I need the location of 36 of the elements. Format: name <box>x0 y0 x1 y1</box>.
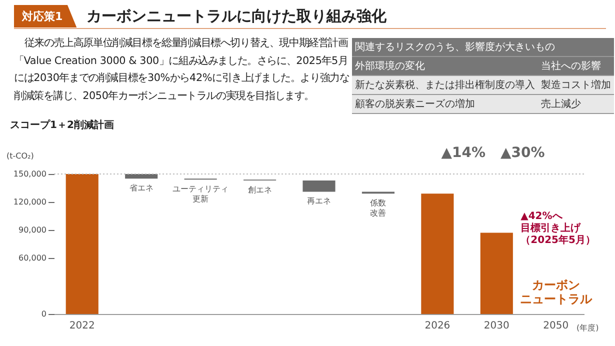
y-tick-label: 120,000 <box>13 198 46 206</box>
text: 当社への影響 <box>538 56 614 76</box>
x-tick-label: 省エネ <box>129 184 154 193</box>
y-axis-title: (t-CO₂) <box>6 152 34 160</box>
annotation: ▲30% <box>500 145 545 161</box>
text: 従来の売上高原単位削減目標を総量削減目標へ切り替え、現中期経営計画「Value Creation 3000 & 300」に組み込みました。さらに、2025年5月には2030年までの削減目標を30%から42%に引き上げました。より強力な削減策を講じ、2050年カーボンニュートラルの実現を目指します。 <box>14 36 350 104</box>
bar <box>421 194 454 314</box>
x-axis-title: (年度) <box>576 324 599 332</box>
annotation: ▲14% <box>441 145 486 161</box>
chart-title: カーボンニュートラルに向けた取り組み強化 <box>86 6 387 26</box>
x-tick-label: 2030 <box>484 320 510 332</box>
bar <box>480 232 513 314</box>
y-tick-label: 60,000 <box>18 254 46 262</box>
text: 関連するリスクのうち、影響度が大きいもの <box>352 38 614 56</box>
x-tick-label: ユーティリティ更新 <box>172 184 229 204</box>
text: 顧客の脱炭素ニーズの増加 <box>352 94 538 114</box>
x-tick-label: 2022 <box>69 320 95 332</box>
y-tick-label: 150,000 <box>13 170 46 178</box>
text: 製造コスト増加 <box>538 76 614 94</box>
x-tick-label: 係数改善 <box>370 198 386 218</box>
bar <box>302 180 336 192</box>
text: 新たな炭素税、または排出権制度の導入 <box>352 76 538 94</box>
text: 売上減少 <box>538 94 614 114</box>
x-tick-label: 創エネ <box>248 186 272 195</box>
x-tick-label: 再エネ <box>307 196 331 206</box>
annotation: ▲42%へ目標引き上げ（2025年5月） <box>520 210 596 246</box>
bar <box>66 174 98 314</box>
annotation: カーボンニュートラル <box>520 278 593 306</box>
text: 外部環境の変化 <box>352 56 538 76</box>
y-tick-label: 90,000 <box>18 226 46 234</box>
bar <box>125 174 158 179</box>
x-tick-label: 2050 <box>543 320 569 332</box>
chart-subtitle: スコープ1＋2削減計画 <box>10 119 114 131</box>
y-tick-label: 0 <box>41 310 46 318</box>
text: 対応策1 <box>14 4 77 28</box>
x-tick-label: 2026 <box>424 320 450 332</box>
